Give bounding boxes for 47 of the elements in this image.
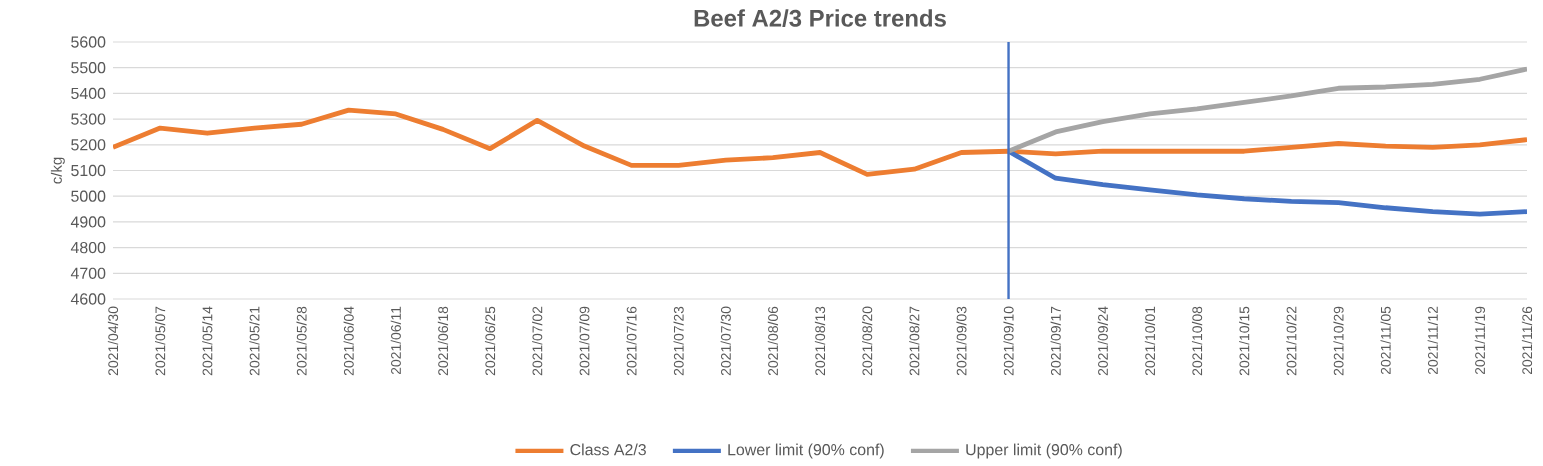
x-tick-label: 2021/08/13: [814, 306, 826, 376]
x-tick-label: 2021/11/12: [1427, 306, 1438, 375]
x-tick-label: 2021/05/07: [155, 306, 166, 376]
y-tick-label: 5500: [71, 62, 106, 74]
x-tick-label: 2021/06/11: [390, 306, 401, 375]
x-tick-label: 2021/05/21: [249, 306, 260, 376]
x-tick-label: 2021/07/23: [673, 306, 684, 376]
x-tick-label: 2021/07/16: [626, 306, 637, 376]
x-tick-label: 2021/10/22: [1286, 306, 1297, 376]
legend-label: Upper limit (90% conf): [966, 443, 1122, 459]
x-tick-label: 2021/06/18: [437, 306, 449, 376]
y-tick-label: 4700: [70, 267, 106, 279]
y-tick-label: 4600: [70, 293, 106, 305]
y-tick-label: 5400: [71, 87, 106, 100]
x-tick-label: 2021/11/26: [1521, 306, 1533, 375]
x-tick-label: 2021/08/20: [862, 306, 873, 376]
x-tick-label: 2021/10/15: [1239, 306, 1250, 376]
y-tick-label: 4800: [70, 241, 106, 254]
y-tick-label: 4900: [70, 216, 106, 228]
x-tick-label: 2021/06/25: [484, 306, 496, 376]
x-tick-label: 2021/08/06: [767, 306, 778, 376]
x-tick-label: 2021/05/14: [202, 306, 213, 376]
x-tick-label: 2021/11/05: [1380, 306, 1391, 375]
y-tick-label: 5100: [71, 164, 106, 177]
legend-label: Class A2/3: [570, 443, 646, 456]
chart-title: Beef A2/3 Price trends: [694, 9, 946, 27]
legend-label: Lower limit (90% conf): [728, 443, 884, 459]
x-tick-label: 2021/10/01: [1144, 306, 1156, 376]
x-tick-label: 2021/09/17: [1050, 306, 1061, 376]
x-tick-label: 2021/07/09: [579, 306, 590, 376]
y-tick-label: 5000: [71, 190, 106, 202]
x-tick-label: 2021/09/03: [956, 306, 967, 376]
y-axis-title: c/kg: [50, 157, 65, 184]
x-tick-label: 2021/07/02: [532, 306, 543, 376]
y-tick-label: 5600: [71, 36, 106, 48]
y-tick-label: 5300: [71, 113, 106, 125]
x-tick-label: 2021/11/19: [1474, 306, 1485, 375]
x-tick-label: 2021/09/24: [1097, 306, 1108, 376]
x-tick-label: 2021/07/30: [720, 306, 731, 376]
x-tick-label: 2021/09/10: [1003, 306, 1014, 376]
x-tick-label: 2021/10/08: [1191, 306, 1203, 376]
x-tick-label: 2021/08/27: [909, 306, 920, 376]
x-tick-label: 2021/10/29: [1333, 306, 1344, 376]
x-tick-label: 2021/06/04: [343, 306, 354, 376]
y-tick-label: 5200: [71, 139, 106, 151]
x-tick-label: 2021/05/28: [296, 306, 307, 376]
x-tick-label: 2021/04/30: [107, 306, 119, 376]
